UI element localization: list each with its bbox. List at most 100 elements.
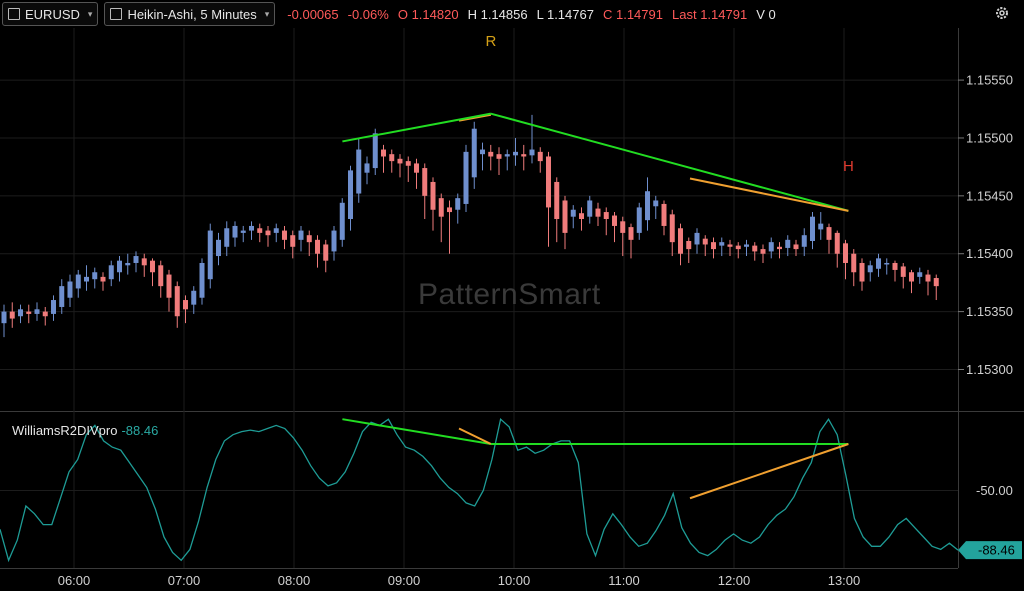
price-divergence-line	[689, 177, 849, 212]
candle-body	[422, 168, 428, 196]
price-divergence-line	[490, 112, 849, 212]
candle-body	[917, 272, 923, 277]
candle-body	[628, 227, 634, 240]
chart-type-selector[interactable]: Heikin-Ashi, 5 Minutes ▾	[104, 2, 276, 26]
candle-body	[843, 243, 848, 263]
time-tick-label: 10:00	[498, 573, 531, 588]
chevron-down-icon: ▾	[87, 8, 93, 19]
candle-body	[752, 245, 758, 252]
open-quote: O 1.14820	[397, 6, 459, 22]
candle-body	[463, 151, 469, 204]
candle-body	[653, 200, 659, 207]
candle-body	[331, 230, 337, 252]
candle-body	[92, 272, 98, 280]
candle-body	[224, 228, 230, 247]
symbol-selector[interactable]: EURUSD ▾	[2, 2, 99, 26]
candle-body	[826, 227, 832, 240]
candle-body	[562, 200, 568, 233]
candle-body	[75, 274, 81, 289]
candle-body	[216, 239, 221, 257]
candle-body	[397, 158, 403, 164]
candle-body	[537, 151, 543, 162]
candle-body	[719, 242, 725, 246]
indicator-divergence-line	[689, 443, 849, 500]
candle-body	[273, 228, 279, 233]
candle-body	[504, 154, 510, 157]
candle-body	[801, 235, 807, 247]
candle-body	[669, 214, 675, 243]
candle-body	[323, 244, 329, 261]
last-quote: Last 1.14791	[671, 6, 748, 22]
candle-body	[587, 200, 593, 217]
candle-body	[232, 225, 238, 238]
candle-body	[141, 258, 147, 266]
candle-body	[892, 262, 898, 270]
candle-body	[372, 133, 378, 169]
candle-body	[108, 265, 114, 280]
time-tick-label: 11:00	[608, 573, 640, 588]
symbol-label: EURUSD	[25, 6, 80, 22]
candle-body	[529, 149, 535, 156]
candle-body	[339, 202, 345, 240]
candle-body	[859, 262, 865, 282]
price-tick-label: 1.15350	[966, 304, 1013, 319]
time-tick-label: 12:00	[718, 573, 751, 588]
candle-body	[26, 311, 32, 314]
time-tick-label: 07:00	[168, 573, 201, 588]
candle-body	[851, 253, 857, 273]
candle-body	[9, 311, 15, 319]
candle-body	[711, 242, 716, 250]
time-tick-label: 06:00	[58, 573, 91, 588]
candle-body	[430, 181, 436, 210]
candle-body	[900, 266, 906, 277]
candle-body	[612, 215, 617, 226]
price-tick-label: 1.15400	[966, 246, 1013, 261]
candle-body	[867, 265, 873, 273]
candle-body	[199, 262, 205, 298]
pattern-label-h: H	[843, 158, 854, 175]
candle-body	[760, 249, 766, 254]
candle-body	[678, 228, 683, 254]
candle-body	[34, 309, 40, 314]
change-percent: -0.06%	[347, 6, 389, 22]
candle-body	[933, 278, 939, 287]
candle-body	[636, 207, 642, 233]
time-tick-label: 08:00	[278, 573, 311, 588]
candle-body	[117, 260, 122, 273]
candle-body	[480, 149, 485, 155]
candle-body	[18, 309, 23, 317]
candle-body	[158, 265, 164, 287]
candle-body	[133, 256, 139, 263]
volume-quote: V 0	[756, 6, 776, 22]
indicator-title: WilliamsR2DIVpro -88.46	[12, 423, 158, 438]
candle-body	[554, 181, 560, 219]
close-quote: C 1.14791	[602, 6, 663, 22]
candle-body	[455, 198, 461, 210]
candle-body	[620, 221, 626, 233]
candle-body	[570, 209, 576, 217]
candle-body	[298, 230, 304, 240]
candle-body	[513, 151, 518, 156]
indicator-divergence-line	[342, 418, 492, 445]
candle-body	[150, 260, 155, 273]
candle-body	[306, 235, 312, 243]
candle-body	[183, 300, 188, 310]
candle-body	[694, 232, 700, 245]
candle-body	[744, 244, 749, 247]
candle-body	[686, 240, 692, 250]
candle-body	[166, 274, 172, 298]
symbol-color-icon	[8, 8, 20, 20]
indicator-tick-label: -50.00	[976, 483, 1013, 498]
candle-body	[810, 216, 815, 241]
candle-body	[546, 156, 551, 208]
chart-type-icon	[110, 8, 123, 20]
candle-body	[909, 272, 914, 282]
gear-icon[interactable]	[994, 5, 1010, 21]
candle-body	[735, 245, 741, 250]
indicator-divergence-line	[458, 427, 492, 445]
candle-body	[257, 228, 263, 233]
candle-body	[595, 208, 601, 217]
candle-body	[702, 238, 708, 245]
price-divergence-line	[342, 112, 492, 143]
